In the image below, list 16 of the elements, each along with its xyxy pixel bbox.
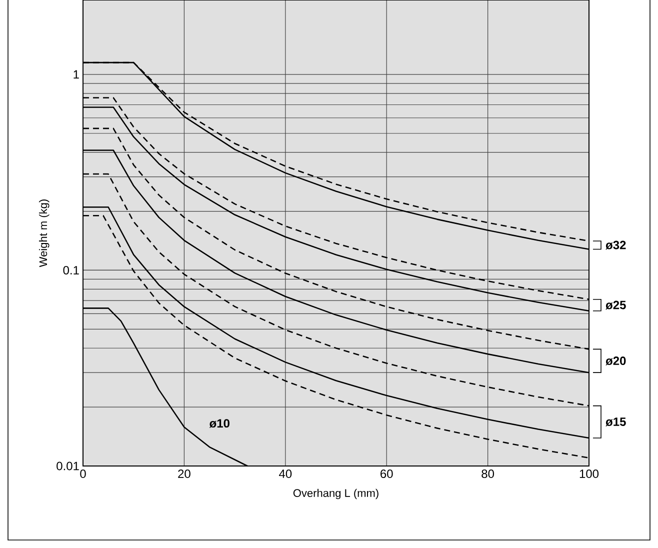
- x-axis-title: Overhang L (mm): [293, 488, 378, 500]
- series-label: ø15: [606, 418, 626, 426]
- x-tick-label: 100: [580, 470, 599, 478]
- x-tick-label: 80: [482, 470, 494, 478]
- y-tick-label: 0.1: [63, 266, 79, 274]
- y-tick-label: 1: [74, 70, 79, 79]
- x-tick-label: 20: [178, 470, 190, 478]
- legend-label: ø25: [606, 300, 626, 310]
- x-tick-label: 40: [279, 470, 292, 478]
- x-tick-label: 0: [80, 470, 86, 478]
- legend-label: ø32: [606, 240, 626, 250]
- y-axis-title: Weight m (kg): [39, 200, 50, 268]
- annotation: ø10: [209, 419, 230, 428]
- legend-label: ø20: [606, 356, 626, 366]
- y-tick-label: 0.01: [56, 462, 79, 470]
- x-tick-label: 60: [380, 470, 393, 478]
